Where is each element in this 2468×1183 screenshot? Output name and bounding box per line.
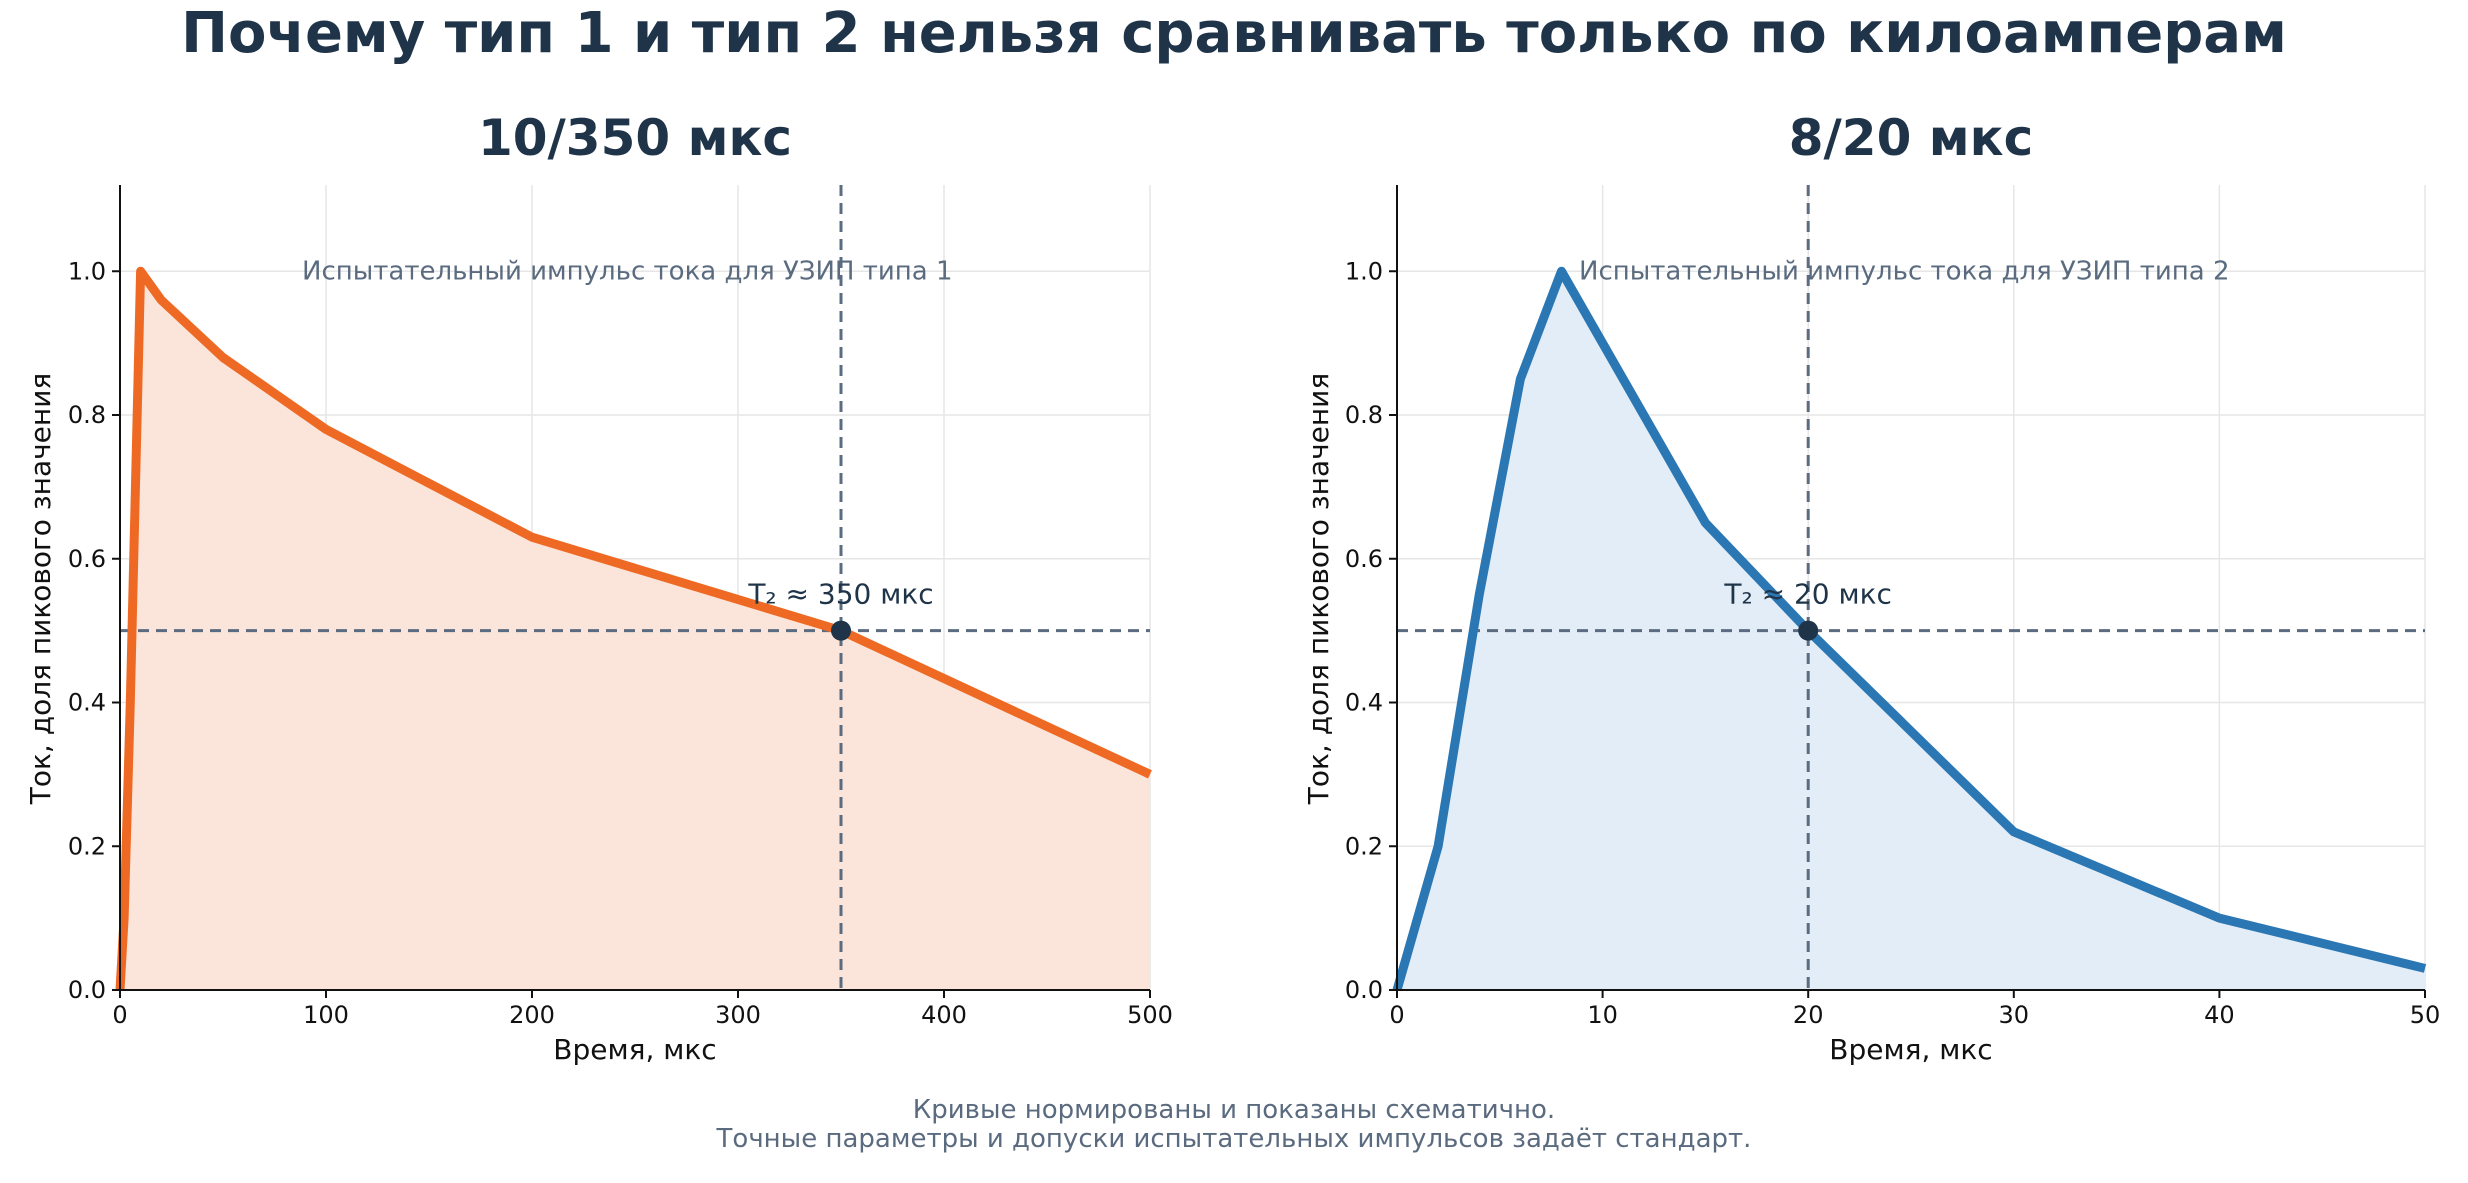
y-tick-label: 0.4 [1345,689,1383,717]
series-line [115,266,1152,991]
y-tick-label: 0.8 [1345,401,1383,429]
footer-line-2: Точные параметры и допуски испытательных… [716,1124,1752,1154]
reference-point [1798,620,1819,641]
x-tick-label: 0 [112,1001,127,1029]
y-tick-label: 0.4 [68,689,106,717]
y-axis-label: Ток, доля пикового значения [1302,373,1335,805]
figure-title: Почему тип 1 и тип 2 нельзя сравнивать т… [181,1,2287,66]
series-area [1397,271,2425,990]
x-tick-label: 400 [921,1001,967,1029]
panel-title: 8/20 мкс [1789,109,2033,167]
panel-title: 10/350 мкс [478,109,792,167]
reference-label: T₂ ≈ 20 мкс [1723,578,1892,611]
x-tick-label: 50 [2410,1001,2441,1029]
x-tick-label: 100 [303,1001,349,1029]
x-tick-label: 500 [1127,1001,1173,1029]
y-tick-label: 0.2 [68,832,106,860]
x-tick-label: 40 [2204,1001,2235,1029]
panel-note: Испытательный импульс тока для УЗИП типа… [1579,256,2230,286]
x-tick-label: 300 [715,1001,761,1029]
series-line [1392,266,2427,992]
x-tick-label: 30 [1999,1001,2030,1029]
x-axis-label: Время, мкс [1829,1033,1992,1066]
chart-panel-1: T₂ ≈ 350 мкс 0 100 200 300 400 500 0.0 0.2 0.4 0.6… [24,109,1173,1066]
y-tick-label: 0.6 [1345,545,1383,573]
panel-note: Испытательный импульс тока для УЗИП типа… [302,256,953,286]
y-tick-label: 0.2 [1345,832,1383,860]
x-tick-label: 0 [1389,1001,1404,1029]
x-tick-label: 20 [1793,1001,1824,1029]
y-tick-label: 0.0 [68,976,106,1004]
reference-point [831,620,851,641]
x-tick-label: 200 [509,1001,555,1029]
footer-line-1: Кривые нормированы и показаны схематично… [913,1095,1555,1125]
x-axis-label: Время, мкс [553,1033,716,1066]
y-tick-label: 0.8 [68,401,106,429]
chart-panel-2: T₂ ≈ 20 мкс 0 10 20 30 40 50 0.0 0.2 0.4 0.6 0.8 1.0… [1302,109,2440,1066]
x-tick-label: 10 [1587,1001,1618,1029]
y-axis-label: Ток, доля пикового значения [24,373,57,805]
y-tick-label: 0.0 [1345,976,1383,1004]
y-tick-label: 1.0 [1345,257,1383,285]
y-tick-label: 1.0 [68,257,106,285]
reference-label: T₂ ≈ 350 мкс [747,578,933,611]
y-tick-label: 0.6 [68,545,106,573]
